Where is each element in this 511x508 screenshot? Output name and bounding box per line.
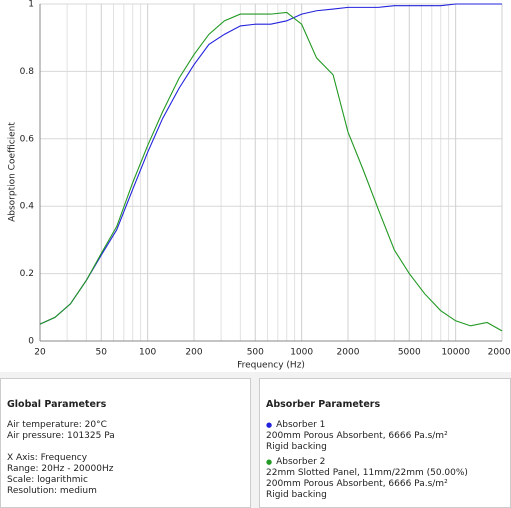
- absorber-line: 200mm Porous Absorbent, 6666 Pa.s/m²: [266, 431, 448, 441]
- x-tick-label: 200: [185, 348, 202, 358]
- absorber-line: 200mm Porous Absorbent, 6666 Pa.s/m²: [266, 479, 448, 489]
- param-line: Air temperature: 20°C: [7, 420, 107, 430]
- x-tick-label: 50: [96, 348, 108, 358]
- absorber-name: Absorber 2: [266, 457, 504, 468]
- param-line: X Axis: Frequency: [7, 453, 88, 463]
- x-axis-label: Frequency (Hz): [237, 361, 305, 371]
- x-tick-label: 20: [34, 348, 46, 358]
- x-tick-label: 100: [139, 348, 156, 358]
- line-group: Air temperature: 20°C Air pressure: 10132…: [7, 420, 244, 442]
- y-tick-label: 1: [28, 0, 34, 10]
- param-line: Resolution: medium: [7, 486, 97, 496]
- x-tick-label: 500: [247, 348, 264, 358]
- chart: Frequency (Hz) Absorption Coefficient 0 0…: [0, 0, 511, 372]
- global-panel: Global Parameters Air temperature: 20°C A…: [0, 378, 251, 508]
- x-tick-label: 10000: [441, 348, 470, 358]
- panel-title: Global Parameters: [7, 399, 107, 410]
- y-tick-label: 0.2: [20, 269, 34, 279]
- param-line: Air pressure: 101325 Pa: [7, 431, 115, 441]
- x-tick-label: 20000: [488, 348, 511, 358]
- y-tick-label: 0: [28, 337, 34, 347]
- line-group: X Axis: Frequency Range: 20Hz - 20000Hz Sc…: [7, 453, 244, 497]
- x-tick-label: 5000: [398, 348, 421, 358]
- absorber-line: Rigid backing: [266, 442, 327, 452]
- y-tick-label: 0.4: [20, 202, 35, 212]
- param-line: Scale: logarithmic: [7, 475, 88, 485]
- x-tick-label: 1000: [290, 348, 313, 358]
- panel-title: Absorber Parameters: [266, 399, 381, 410]
- y-tick-label: 0.6: [20, 134, 35, 144]
- absorber-name: Absorber 1: [266, 420, 504, 431]
- absorber-line: Rigid backing: [266, 490, 327, 500]
- param-line: Range: 20Hz - 20000Hz: [7, 464, 114, 474]
- x-tick-label: 2000: [337, 348, 360, 358]
- series-line: [39, 11, 503, 332]
- y-tick-label: 0.8: [20, 67, 35, 77]
- absorber-line: 22mm Slotted Panel, 11mm/22mm (50.00%): [266, 468, 468, 478]
- y-axis-label: Absorption Coefficient: [8, 122, 18, 222]
- series-line: [39, 3, 502, 325]
